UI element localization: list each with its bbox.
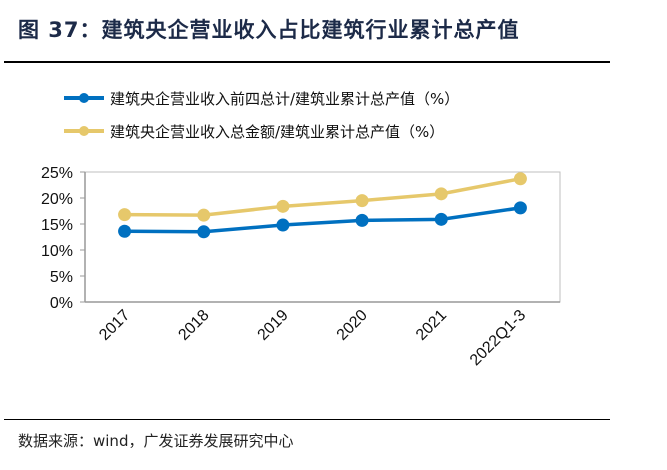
x-tick-label: 2018 bbox=[175, 307, 212, 344]
x-tick-label: 2017 bbox=[96, 307, 133, 344]
y-tick-label: 25% bbox=[41, 165, 73, 182]
data-point bbox=[355, 194, 369, 208]
y-tick-label: 15% bbox=[41, 217, 73, 234]
data-point bbox=[276, 218, 290, 232]
y-tick-label: 20% bbox=[41, 191, 73, 208]
data-point bbox=[118, 224, 132, 238]
data-point bbox=[197, 225, 211, 239]
legend-label: 建筑央企营业收入前四总计/建筑业累计总产值（%） bbox=[110, 90, 459, 108]
x-tick-label: 2021 bbox=[413, 307, 450, 344]
series-line bbox=[124, 206, 521, 234]
x-tick-label: 2022Q1-3 bbox=[467, 307, 529, 369]
data-point bbox=[355, 213, 369, 227]
x-tick-label: 2019 bbox=[255, 307, 292, 344]
line-chart: 0% 5% 10% 15% 20% 25% 2017 2018 2019 2020 2021 2022… bbox=[41, 90, 561, 369]
legend-marker bbox=[79, 93, 89, 103]
data-point bbox=[434, 212, 448, 226]
x-tick-label: 2020 bbox=[334, 307, 371, 344]
y-tick-label: 5% bbox=[50, 269, 73, 286]
data-point bbox=[197, 208, 211, 222]
data-point bbox=[513, 201, 527, 215]
data-point bbox=[118, 208, 132, 222]
figure-title: 图 37：建筑央企营业收入占比建筑行业累计总产值 bbox=[18, 18, 520, 42]
data-point bbox=[434, 187, 448, 201]
plot-frame bbox=[84, 171, 561, 303]
legend-marker bbox=[79, 126, 89, 136]
data-point bbox=[513, 172, 527, 186]
title-divider bbox=[4, 61, 610, 63]
legend-label: 建筑央企营业收入总金额/建筑业累计总产值（%） bbox=[110, 123, 444, 141]
data-point bbox=[276, 199, 290, 213]
source-divider bbox=[4, 419, 610, 420]
y-tick-label: 10% bbox=[41, 243, 73, 260]
source-note: 数据来源：wind，广发证券发展研究中心 bbox=[18, 432, 294, 450]
series-line bbox=[124, 177, 521, 217]
y-tick-label: 0% bbox=[50, 295, 73, 312]
